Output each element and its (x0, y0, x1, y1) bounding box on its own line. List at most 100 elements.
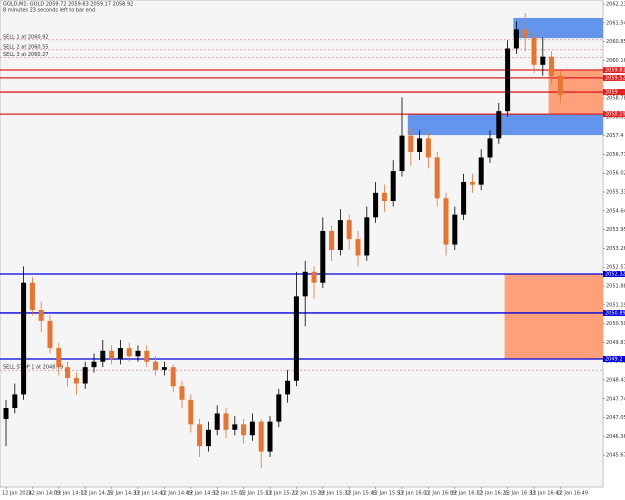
candle-body (478, 157, 484, 185)
order-label: SELL 1 at 2060.92 (3, 34, 49, 40)
candle-body (82, 367, 88, 384)
candle-body (355, 239, 361, 256)
candle-body (487, 138, 493, 158)
candle-body (276, 394, 282, 422)
x-tick-label: 12 Jan 14:33 (108, 491, 140, 497)
y-tick-label: 2058.09 (606, 114, 625, 120)
candle-body (373, 192, 379, 218)
y-tick-label: 2053.26 (606, 246, 625, 252)
candle-body (214, 413, 220, 430)
x-tick-label: 12 Jan 15:37 (319, 491, 351, 497)
candle-body (65, 367, 71, 379)
level-label: 2050.89 (605, 310, 625, 316)
candle-body (21, 282, 27, 395)
candle-body (346, 220, 352, 240)
candle-body (434, 157, 440, 199)
plot-area (0, 0, 604, 488)
y-tick-label: 2062.23 (606, 2, 625, 8)
candle-body (258, 421, 264, 452)
x-tick-label: 12 Jan 15:29 (292, 491, 324, 497)
candle-body (381, 192, 387, 202)
candle-body (223, 413, 229, 430)
level-label: 2059.81 (605, 67, 625, 73)
candle-body (179, 386, 185, 400)
x-tick-label: 12 Jan 14:09 (28, 491, 60, 497)
candle-body (399, 135, 405, 172)
candle-body (443, 198, 449, 245)
candle-body (38, 309, 44, 321)
candle-body (188, 399, 194, 425)
candle-body (337, 220, 343, 251)
candle-body (540, 56, 546, 65)
candle-body (522, 29, 528, 38)
x-tick-label: 12 Jan 16:01 (398, 491, 430, 497)
y-tick-label: 2056.02 (606, 171, 625, 177)
candle-body (496, 111, 502, 139)
level-tag (603, 271, 625, 278)
level-tag (603, 355, 625, 362)
y-tick-label: 2055.33 (606, 190, 625, 196)
candle-body (302, 271, 308, 297)
level-label: 2052.32 (605, 272, 625, 278)
candle-body (232, 424, 238, 430)
candle-body (205, 429, 211, 447)
level-label: 2059 (605, 90, 618, 96)
y-tick-label: 2047.74 (606, 396, 625, 402)
x-tick-label: 12 Jan 15:05 (213, 491, 245, 497)
candle-body (390, 171, 396, 202)
candle-body (557, 75, 563, 95)
candle-body (56, 348, 62, 368)
candle-body (47, 320, 53, 349)
candle-body (91, 361, 97, 368)
level-tag (603, 111, 625, 118)
candle-body (249, 421, 255, 436)
zone (513, 17, 603, 39)
x-tick-label: 12 Jan 14:25 (81, 491, 113, 497)
chart-subtitle: 8 minutes 23 seconds left to bar end (3, 8, 95, 14)
y-tick-label: 2053.95 (606, 227, 625, 233)
candle-body (3, 408, 9, 419)
candle-body (267, 421, 273, 452)
candle-body (417, 138, 423, 152)
x-tick-label: 12 Jan 15:13 (240, 491, 272, 497)
x-tick-label: 12 Jan 15:45 (345, 491, 377, 497)
candle-body (12, 394, 18, 409)
candle-body (329, 230, 335, 251)
level-tag (603, 309, 625, 316)
x-tick-label: 12 Jan 16:25 (477, 491, 509, 497)
candle-body (117, 348, 123, 359)
x-tick-label: 12 Jan 16:41 (530, 491, 562, 497)
x-tick-label: 12 Jan 15:21 (266, 491, 298, 497)
y-tick-label: 2060.16 (606, 58, 625, 64)
x-tick-label: 12 Jan 14:49 (160, 491, 192, 497)
candle-body (505, 48, 511, 112)
y-tick-label: 2052.57 (606, 265, 625, 271)
candle-body (320, 230, 326, 283)
order-label: SELL 2 at 2060.55 (3, 44, 49, 50)
candle-body (364, 217, 370, 256)
x-tick-label: 12 Jan 16:09 (424, 491, 456, 497)
candle-body (425, 138, 431, 158)
level-tag (603, 89, 625, 96)
y-tick-label: 2057.4 (606, 133, 624, 139)
candle-body (161, 367, 167, 370)
candle-body (29, 282, 35, 310)
chart-title: GOLD,M1: GOLD 2059.72 2059.63 2059.17 20… (3, 2, 133, 8)
candle-body (73, 378, 79, 384)
y-tick-label: 2056.71 (606, 152, 625, 158)
y-tick-label: 2058.78 (606, 96, 625, 102)
y-tick-label: 2045.67 (606, 453, 625, 459)
x-tick-label: 12 Jan 14:17 (55, 491, 87, 497)
y-tick-label: 2061.54 (606, 20, 625, 26)
y-tick-label: 2054.64 (606, 208, 625, 214)
x-tick-label: 12 Jan 14:41 (134, 491, 166, 497)
order-label: SELL 3 at 2060.27 (3, 52, 49, 58)
candle-body (126, 348, 132, 357)
candle-body (531, 37, 537, 65)
y-tick-label: 2051.19 (606, 302, 625, 308)
x-tick-label: 12 Jan 2024 (2, 491, 32, 497)
zone (504, 274, 603, 359)
y-tick-label: 2051.88 (606, 283, 625, 289)
x-tick-label: 12 Jan 16:49 (556, 491, 588, 497)
